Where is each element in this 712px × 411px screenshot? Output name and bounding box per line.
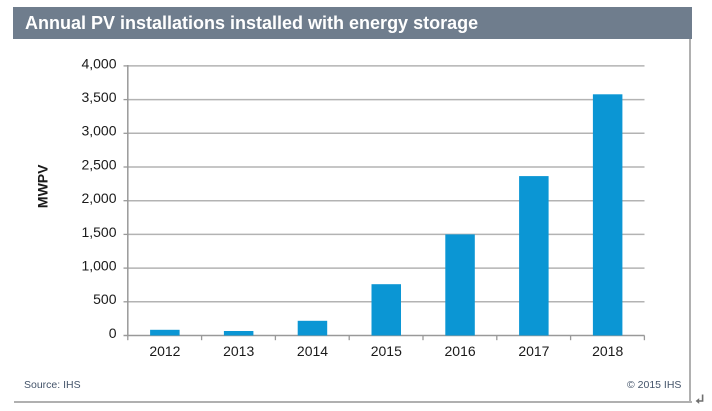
svg-text:2017: 2017 — [518, 343, 549, 359]
svg-text:1,500: 1,500 — [81, 224, 116, 240]
svg-text:2016: 2016 — [445, 343, 476, 359]
svg-text:3,000: 3,000 — [81, 123, 116, 139]
svg-text:4,000: 4,000 — [81, 55, 116, 71]
svg-text:1,000: 1,000 — [81, 258, 116, 274]
svg-text:2,000: 2,000 — [81, 190, 116, 206]
svg-text:2018: 2018 — [592, 343, 623, 359]
svg-text:2013: 2013 — [223, 343, 254, 359]
svg-text:3,500: 3,500 — [81, 89, 116, 105]
svg-text:0: 0 — [109, 325, 117, 341]
svg-text:500: 500 — [93, 291, 117, 307]
svg-text:2014: 2014 — [297, 343, 328, 359]
svg-text:MWPV: MWPV — [35, 164, 51, 208]
svg-text:2012: 2012 — [149, 343, 180, 359]
svg-text:2,500: 2,500 — [81, 156, 116, 172]
svg-text:2015: 2015 — [371, 343, 402, 359]
